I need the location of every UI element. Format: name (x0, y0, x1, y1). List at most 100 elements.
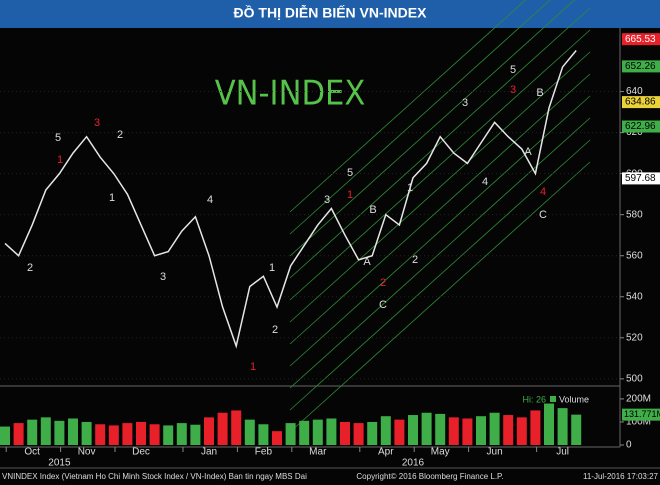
wave-label: 3 (324, 194, 330, 206)
wave-label: 1 (109, 192, 115, 204)
price-label-box (622, 96, 660, 109)
footer-timestamp: 11-Jul-2016 17:03:27 (583, 472, 659, 481)
x-tick-label: Jun (487, 447, 503, 458)
channel-line (289, 95, 591, 367)
y-tick-label: 540 (626, 291, 643, 302)
volume-bar (367, 421, 378, 445)
channel-line (289, 117, 591, 389)
current-box (622, 408, 660, 421)
volume-bar (204, 417, 214, 445)
volume-bar (149, 424, 160, 445)
volume-bar (272, 431, 282, 445)
wave-label: 2 (272, 324, 278, 336)
volume-bar (380, 416, 391, 445)
x-tick-label: Feb (255, 447, 273, 458)
wave-label: A (363, 256, 371, 268)
wave-label: 2 (380, 277, 386, 289)
y-tick-label: 560 (626, 250, 643, 261)
volume-bar (312, 419, 323, 445)
channel-line (289, 0, 576, 257)
price-label: 634.86 (625, 97, 656, 108)
y-tick-label: 500 (626, 373, 643, 384)
volume-bar (285, 423, 296, 445)
wave-label: 5 (347, 167, 353, 179)
wave-label: C (539, 209, 547, 221)
footer-copyright: Copyright© 2016 Bloomberg Finance L.P. (356, 472, 503, 481)
volume-bar (40, 417, 51, 445)
volume-bar (68, 418, 78, 445)
volume-bar (489, 412, 500, 445)
channel-line (289, 139, 591, 411)
y-tick-label: 580 (626, 209, 643, 220)
wave-label: 2 (27, 262, 33, 274)
title-banner (0, 0, 660, 28)
legend-swatch (550, 396, 556, 402)
wave-label: 5 (510, 64, 516, 76)
volume-bar (421, 412, 432, 445)
wave-label: B (536, 87, 543, 99)
volume-bar (122, 423, 133, 445)
price-label: 597.68 (625, 173, 656, 184)
volume-bar (163, 425, 174, 445)
x-tick-label: May (431, 447, 450, 458)
channel-line (289, 29, 591, 301)
x-tick-label: Mar (309, 447, 327, 458)
wave-label: B (369, 204, 376, 216)
volume-bar (136, 421, 146, 445)
volume-bar (299, 420, 310, 445)
volume-bar (108, 425, 119, 445)
channel-line (289, 51, 591, 323)
price-label-box (622, 120, 660, 133)
wave-label: 4 (540, 186, 546, 198)
wave-label: 3 (462, 97, 468, 109)
volume-bar (231, 410, 242, 445)
channel-line (289, 0, 551, 235)
volume-bar (95, 424, 106, 445)
volume-bar (503, 415, 514, 445)
chart-title: ĐỒ THỊ DIỄN BIẾN VN-INDEX (234, 4, 428, 21)
channel-line (289, 7, 591, 279)
volume-bar (530, 410, 541, 445)
current-label: 131.771M (624, 409, 660, 419)
x-tick-label: Dec (132, 447, 150, 458)
volume-bar (27, 419, 38, 445)
volume-bar (244, 419, 255, 445)
channel-line (289, 73, 591, 345)
price-label: 665.53 (625, 34, 656, 45)
legend-label: Volume (559, 394, 589, 404)
volume-bar (435, 413, 446, 445)
x-tick-label: Oct (24, 447, 40, 458)
wave-label: 1 (347, 189, 353, 201)
year-label: 2015 (48, 458, 71, 469)
volume-bar (217, 412, 228, 445)
price-label: 622.96 (625, 121, 656, 132)
volume-bar (326, 418, 337, 445)
y-tick-label: 520 (626, 332, 643, 343)
volume-bar (81, 421, 92, 445)
volume-bar (190, 424, 201, 445)
volume-bar (340, 421, 350, 445)
wave-label: A (524, 146, 532, 158)
wave-label: 3 (94, 117, 100, 129)
wave-label: 1 (407, 182, 413, 194)
price-label-box (622, 33, 660, 46)
volume-bar (571, 414, 582, 445)
x-tick-label: Jul (556, 447, 569, 458)
volume-bar (176, 423, 187, 445)
wave-label: 1 (57, 154, 63, 166)
volume-bar (448, 417, 459, 445)
wave-label: 2 (412, 254, 418, 266)
hi-label: Hi: 26 (522, 394, 546, 404)
x-tick-label: Apr (378, 447, 394, 458)
wave-label: C (379, 299, 387, 311)
price-label-box (622, 60, 660, 73)
price-label-box (622, 172, 660, 185)
volume-bar (516, 417, 527, 445)
volume-bar (476, 416, 486, 445)
volume-bar (557, 408, 568, 445)
volume-bar (462, 418, 473, 445)
volume-bar (408, 415, 418, 445)
wave-label: 3 (160, 271, 166, 283)
volume-bar (13, 423, 24, 445)
annotation: VN-INDEX (215, 74, 366, 114)
